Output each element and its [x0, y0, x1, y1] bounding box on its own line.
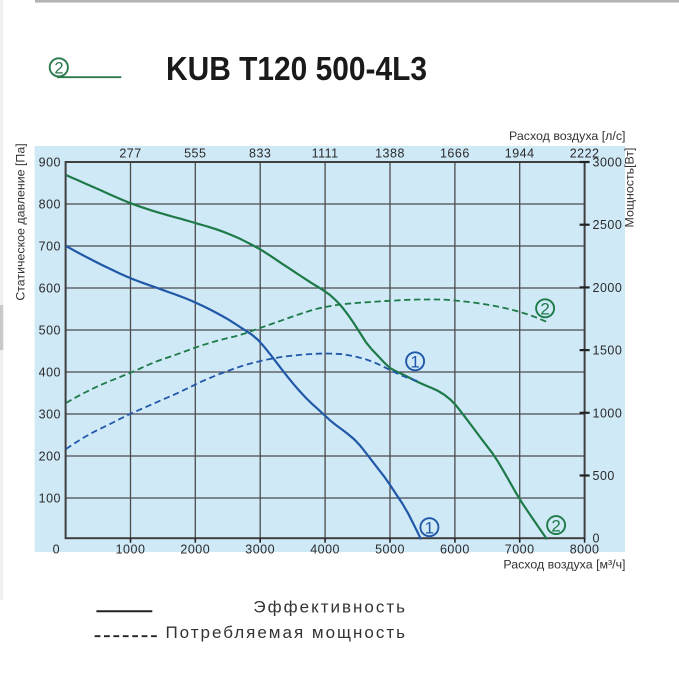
svg-text:KUB T120 500-4L3: KUB T120 500-4L3: [166, 51, 427, 88]
svg-text:1944: 1944: [505, 147, 535, 161]
svg-text:Потребляемая мощность: Потребляемая мощность: [165, 623, 407, 642]
svg-text:0: 0: [53, 543, 60, 557]
svg-text:3000: 3000: [245, 543, 275, 557]
svg-text:700: 700: [39, 240, 61, 254]
svg-text:6000: 6000: [440, 543, 470, 557]
svg-text:1111: 1111: [312, 147, 339, 161]
svg-text:2000: 2000: [593, 281, 623, 295]
svg-text:1000: 1000: [116, 543, 146, 557]
svg-text:400: 400: [39, 366, 61, 380]
svg-text:5000: 5000: [375, 543, 405, 557]
svg-text:Расход воздуха [м³/ч]: Расход воздуха [м³/ч]: [503, 557, 625, 571]
svg-text:2: 2: [551, 516, 560, 535]
svg-text:1000: 1000: [593, 406, 623, 420]
svg-text:8000: 8000: [570, 543, 600, 557]
svg-text:4000: 4000: [310, 543, 340, 557]
svg-text:900: 900: [39, 156, 61, 170]
svg-text:2000: 2000: [180, 543, 210, 557]
svg-text:Мощность[Вт]: Мощность[Вт]: [623, 147, 637, 227]
svg-text:1: 1: [425, 518, 434, 537]
svg-text:3000: 3000: [593, 156, 623, 170]
svg-text:1388: 1388: [375, 147, 405, 161]
svg-text:2: 2: [54, 60, 63, 78]
svg-text:7000: 7000: [505, 543, 535, 557]
svg-text:277: 277: [119, 147, 141, 161]
svg-text:500: 500: [593, 469, 615, 483]
svg-text:Эффективность: Эффективность: [253, 598, 407, 617]
svg-text:300: 300: [39, 408, 61, 422]
svg-text:1500: 1500: [593, 344, 623, 358]
svg-text:100: 100: [39, 492, 61, 506]
svg-text:Расход воздуха [л/с]: Расход воздуха [л/с]: [509, 129, 625, 143]
svg-text:800: 800: [39, 198, 61, 212]
svg-text:2222: 2222: [570, 147, 600, 161]
svg-text:1666: 1666: [440, 147, 470, 161]
svg-text:2: 2: [540, 300, 549, 319]
svg-text:500: 500: [39, 324, 61, 338]
svg-text:833: 833: [249, 147, 271, 161]
svg-text:555: 555: [184, 147, 206, 161]
svg-text:2500: 2500: [593, 218, 623, 232]
svg-text:200: 200: [39, 450, 61, 464]
svg-text:600: 600: [39, 282, 61, 296]
svg-text:Статическое давление [Па]: Статическое давление [Па]: [14, 143, 28, 300]
svg-text:0: 0: [593, 532, 600, 546]
svg-text:1: 1: [410, 353, 419, 372]
